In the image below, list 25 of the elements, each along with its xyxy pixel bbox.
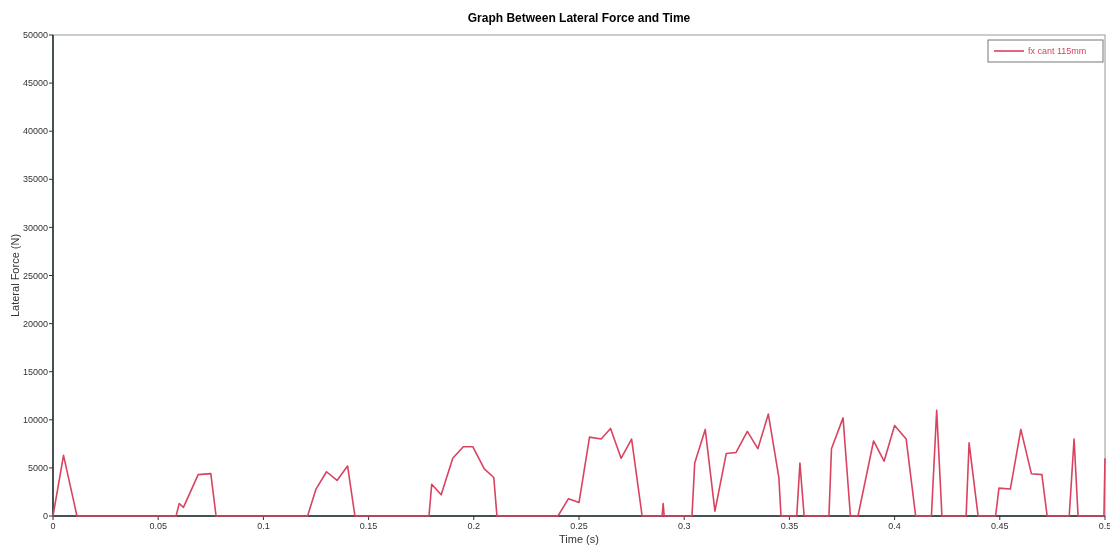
y-tick-label: 20000 — [22, 318, 48, 329]
x-tick-label: 0 — [50, 521, 56, 531]
y-tick-label: 30000 — [22, 222, 48, 233]
x-axis-title: Time (s) — [559, 533, 599, 545]
x-tick-label: 0.25 — [570, 521, 588, 531]
y-tick-label: 15000 — [22, 366, 48, 377]
y-tick-label: 40000 — [22, 126, 48, 137]
x-tick-label: 0.1 — [257, 521, 270, 531]
x-tick-label: 0.3 — [677, 521, 691, 531]
y-axis-title: Lateral Force (N) — [9, 233, 21, 318]
x-tick-label: 0.35 — [780, 521, 799, 531]
chart-title: Graph Between Lateral Force and Time — [467, 11, 691, 25]
y-tick-label: 45000 — [22, 78, 48, 89]
y-tick-label: 50000 — [22, 30, 48, 41]
x-tick-label: 0.45 — [991, 521, 1009, 531]
x-tick-label: 0.4 — [888, 521, 901, 531]
x-tick-label: 0.2 — [467, 521, 481, 531]
y-tick-label: 10000 — [22, 414, 48, 425]
y-tick-label: 0 — [42, 511, 48, 522]
legend-label: fx cant 115mm — [1028, 46, 1087, 57]
y-tick-label: 25000 — [22, 270, 48, 281]
x-tick-label: 0.15 — [359, 521, 378, 531]
y-tick-label: 35000 — [22, 174, 48, 185]
x-tick-label: 0.05 — [149, 521, 167, 531]
y-tick-label: 5000 — [27, 463, 48, 474]
